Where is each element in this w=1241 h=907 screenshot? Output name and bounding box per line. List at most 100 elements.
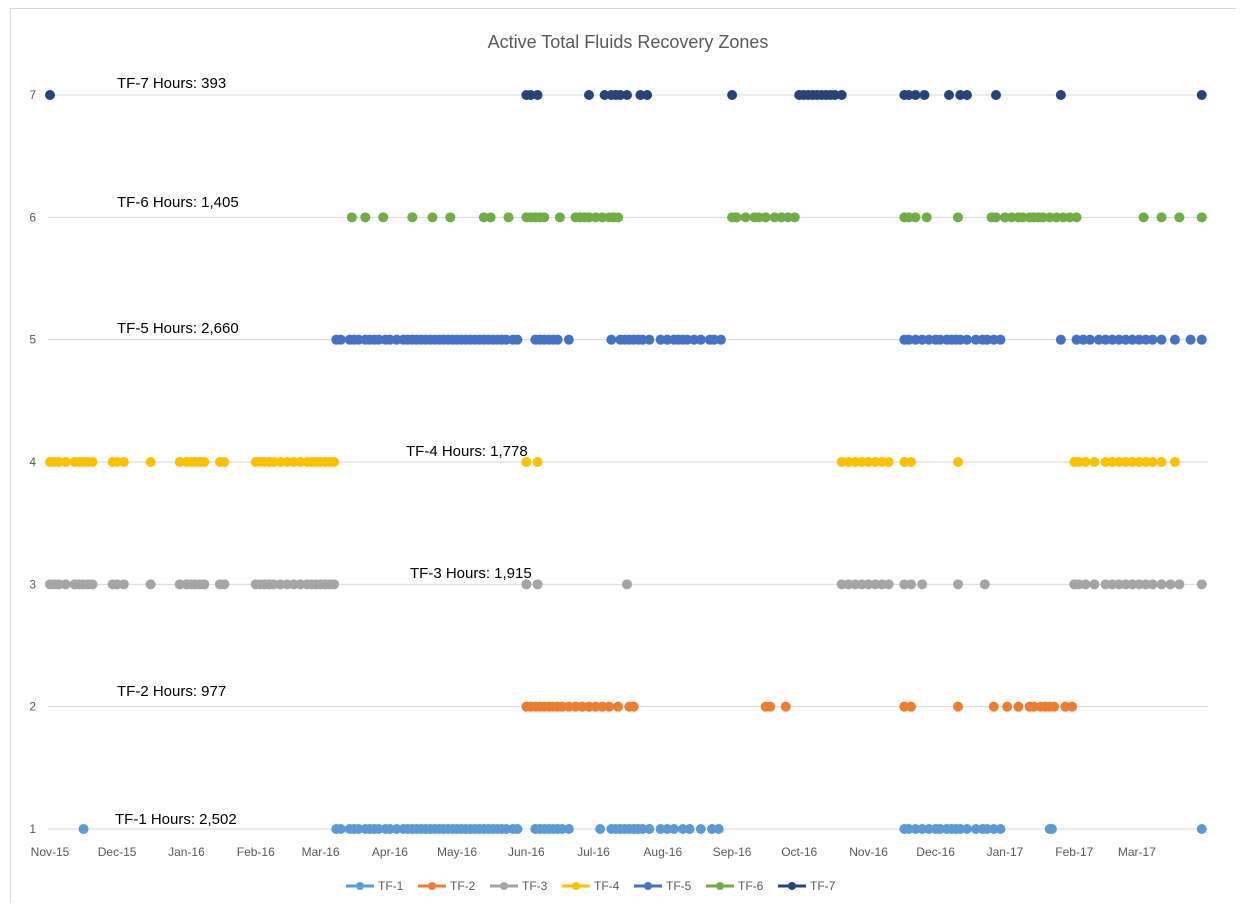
y-tick-label: 2 bbox=[29, 700, 36, 714]
legend-item-tf-5: TF-5 bbox=[634, 879, 692, 893]
legend-item-tf-3: TF-3 bbox=[490, 879, 548, 893]
series-tf-7 bbox=[45, 90, 1207, 100]
data-point bbox=[952, 212, 963, 223]
data-point bbox=[740, 212, 751, 223]
x-tick-label: Oct-16 bbox=[781, 845, 817, 859]
data-point bbox=[917, 579, 928, 590]
series-tf-6 bbox=[346, 212, 1207, 223]
data-point bbox=[60, 457, 71, 467]
x-axis-ticks: Nov-15 Dec-15 Jan-16 Feb-16 Mar-16 Apr-16 May-… bbox=[31, 845, 1157, 859]
data-point bbox=[1080, 457, 1091, 467]
data-point bbox=[1156, 334, 1167, 345]
data-point bbox=[695, 334, 706, 345]
data-point bbox=[727, 90, 738, 100]
legend-label: TF-6 bbox=[738, 879, 764, 893]
data-point bbox=[1002, 701, 1013, 712]
data-point bbox=[910, 212, 921, 223]
legend-marker bbox=[572, 882, 580, 890]
data-point bbox=[521, 457, 532, 467]
data-point bbox=[118, 579, 129, 590]
y-tick-label: 6 bbox=[29, 210, 36, 224]
annotations: TF-1 Hours: 2,502 TF-2 Hours: 977 TF-3 Hou… bbox=[115, 75, 532, 828]
legend-label: TF-3 bbox=[522, 879, 548, 893]
data-point bbox=[1156, 212, 1167, 223]
data-point bbox=[1049, 701, 1060, 712]
legend-item-tf-1: TF-1 bbox=[346, 879, 404, 893]
data-point bbox=[883, 457, 894, 467]
data-point bbox=[991, 90, 1002, 100]
series-tf-5 bbox=[331, 334, 1207, 345]
data-point bbox=[906, 457, 917, 467]
data-point bbox=[836, 90, 847, 100]
data-point bbox=[604, 701, 615, 712]
data-point bbox=[1147, 457, 1158, 467]
data-point bbox=[684, 824, 695, 834]
data-point bbox=[485, 212, 496, 223]
data-point bbox=[1071, 212, 1082, 223]
annotation-tf-7: TF-7 Hours: 393 bbox=[117, 75, 226, 92]
x-tick-label: Jul-16 bbox=[577, 845, 610, 859]
data-point bbox=[503, 212, 514, 223]
x-tick-label: Dec-15 bbox=[98, 845, 137, 859]
legend-label: TF-5 bbox=[666, 879, 692, 893]
x-tick-label: Feb-17 bbox=[1055, 845, 1093, 859]
data-point bbox=[1055, 90, 1066, 100]
data-point bbox=[335, 334, 346, 345]
annotation-tf-5: TF-5 Hours: 2,660 bbox=[117, 320, 239, 337]
data-point bbox=[991, 212, 1002, 223]
data-point bbox=[713, 824, 724, 834]
legend-item-tf-4: TF-4 bbox=[562, 879, 620, 893]
x-tick-label: Jan-16 bbox=[168, 845, 205, 859]
data-point bbox=[961, 334, 972, 345]
legend-label: TF-4 bbox=[594, 879, 620, 893]
data-point bbox=[407, 212, 418, 223]
data-point bbox=[219, 579, 230, 590]
data-point bbox=[1165, 579, 1176, 590]
data-point bbox=[642, 90, 653, 100]
data-point bbox=[995, 334, 1006, 345]
data-point bbox=[87, 579, 98, 590]
data-point bbox=[1196, 824, 1207, 834]
series-tf-1 bbox=[78, 824, 1207, 834]
x-tick-label: Nov-16 bbox=[849, 845, 888, 859]
series-tf-2 bbox=[521, 701, 1078, 712]
data-point bbox=[1138, 212, 1149, 223]
data-point bbox=[613, 701, 624, 712]
data-point bbox=[1196, 90, 1207, 100]
data-point bbox=[78, 824, 89, 834]
data-point bbox=[1013, 701, 1024, 712]
x-tick-label: Sep-16 bbox=[713, 845, 752, 859]
data-point bbox=[1147, 579, 1158, 590]
data-point bbox=[1089, 579, 1100, 590]
data-point bbox=[512, 824, 523, 834]
data-point bbox=[378, 212, 389, 223]
x-tick-label: May-16 bbox=[437, 845, 477, 859]
data-point bbox=[644, 824, 655, 834]
y-tick-label: 4 bbox=[29, 455, 36, 469]
data-point bbox=[60, 579, 71, 590]
data-point bbox=[199, 579, 210, 590]
data-point bbox=[145, 457, 156, 467]
data-point bbox=[1156, 579, 1167, 590]
data-point bbox=[1174, 212, 1185, 223]
data-point bbox=[765, 701, 776, 712]
legend-marker bbox=[500, 882, 508, 890]
data-point bbox=[595, 824, 606, 834]
y-tick-label: 5 bbox=[29, 333, 36, 347]
data-point bbox=[360, 212, 371, 223]
data-point bbox=[512, 334, 523, 345]
x-tick-label: Jun-16 bbox=[508, 845, 545, 859]
data-point bbox=[961, 90, 972, 100]
data-point bbox=[521, 579, 532, 590]
data-point bbox=[552, 334, 563, 345]
legend-label: TF-1 bbox=[378, 879, 404, 893]
data-point bbox=[668, 824, 679, 834]
y-tick-label: 7 bbox=[29, 88, 36, 102]
data-point bbox=[644, 334, 655, 345]
data-point bbox=[731, 212, 742, 223]
data-point bbox=[952, 579, 963, 590]
legend-marker bbox=[428, 882, 436, 890]
y-tick-label: 1 bbox=[29, 822, 36, 836]
annotation-tf-2: TF-2 Hours: 977 bbox=[117, 683, 226, 700]
